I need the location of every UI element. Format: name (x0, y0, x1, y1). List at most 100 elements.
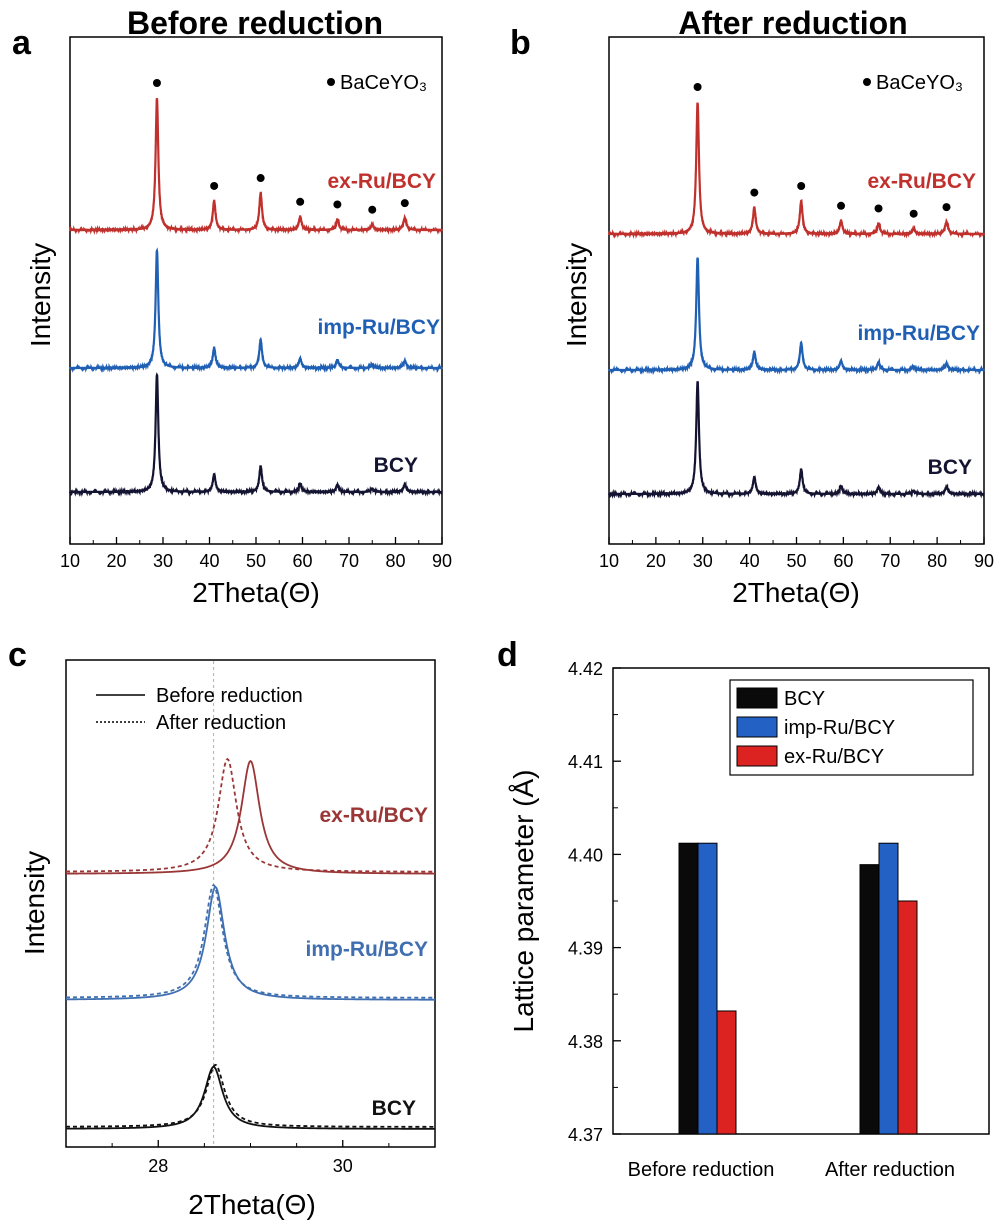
panel-a-markers (152, 79, 409, 214)
b-curve-BCY (607, 381, 985, 500)
a-peak-marker-1 (210, 181, 219, 190)
panel-b-label-ex: ex-Ru/BCY (867, 170, 976, 193)
panel-d-ylabel: Lattice parameter (Å) (508, 770, 539, 1033)
c-curve-c_bcy-before (66, 1065, 436, 1130)
panel-b-x-ticks: 10 20 30 40 50 60 70 80 90 (599, 537, 994, 571)
panel-d-bars (678, 842, 918, 1135)
panel-c-label-bcy: BCY (372, 1097, 416, 1120)
panel-a-marker-legend: BaCeYO₃ (340, 72, 427, 94)
panel-d-legend-swatch-ex (736, 745, 778, 767)
panel-a-title: Before reduction (127, 5, 383, 41)
panel-b-letter: b (510, 24, 531, 62)
b-xtick-label-1: 20 (646, 551, 666, 571)
d-category-label-0: Before reduction (628, 1159, 775, 1181)
panel-d-category-labels: Before reduction After reduction (628, 1159, 955, 1181)
a-xtick-label-0: 10 (60, 551, 80, 571)
a-curve-imp (68, 247, 443, 373)
d-bar-bar_imp-1 (878, 842, 899, 1135)
c-curve-c_imp-after (65, 883, 435, 999)
b-peak-marker-4 (874, 204, 883, 213)
b-peak-marker-6 (942, 203, 951, 212)
a-xtick-label-4: 50 (246, 551, 266, 571)
panel-d-y-ticks: 4.37 4.38 4.39 4.40 4.41 4.42 (568, 659, 621, 1145)
c-curve-c_imp-before (66, 885, 435, 1001)
a-xtick-label-3: 40 (199, 551, 219, 571)
a-xtick-label-7: 80 (385, 551, 405, 571)
a-xtick-label-8: 90 (432, 551, 452, 571)
d-bar-bar_ex-1 (897, 900, 918, 1135)
panel-b-marker-legend-dot (863, 78, 871, 86)
panel-c: c 28 30 Before reduction After reduction … (8, 636, 436, 1220)
panel-b: b After reduction 10 20 30 40 50 60 70 80 90 BaC… (510, 5, 994, 608)
panel-b-label-imp: imp-Ru/BCY (858, 322, 981, 345)
panel-d-legend-imp: imp-Ru/BCY (784, 717, 895, 739)
panel-b-xlabel: 2Theta(Θ) (732, 577, 860, 608)
a-xtick-label-2: 30 (153, 551, 173, 571)
d-bar-bar_bcy-1 (859, 864, 880, 1135)
a-xtick-label-5: 60 (292, 551, 312, 571)
b-peak-marker-1 (750, 188, 759, 197)
panel-b-marker-legend: BaCeYO₃ (876, 72, 963, 94)
panel-a-label-bcy: BCY (374, 454, 418, 477)
panel-b-markers (693, 83, 951, 218)
b-xtick-label-2: 30 (693, 551, 713, 571)
panel-a-ylabel: Intensity (25, 243, 56, 347)
d-bar-bar_ex-0 (716, 1010, 737, 1135)
panel-b-ylabel: Intensity (561, 243, 592, 347)
b-xtick-label-4: 50 (786, 551, 806, 571)
c-curve-c_ex-after (66, 757, 435, 873)
b-peak-marker-0 (693, 83, 702, 91)
d-ytick-label-0: 4.37 (568, 1125, 603, 1145)
panel-a-marker-legend-dot (327, 78, 335, 86)
b-peak-marker-5 (909, 209, 918, 218)
a-peak-marker-6 (400, 199, 409, 208)
b-xtick-label-7: 80 (927, 551, 947, 571)
a-peak-marker-3 (296, 197, 305, 206)
panel-c-label-imp: imp-Ru/BCY (306, 938, 429, 961)
panel-d-legend-swatch-imp (736, 716, 778, 738)
panel-c-curves (65, 757, 436, 1130)
panel-a-x-ticks: 10 20 30 40 50 60 70 80 90 (60, 537, 452, 571)
panel-c-x-ticks: 28 30 (111, 1140, 390, 1176)
b-xtick-label-6: 70 (880, 551, 900, 571)
panel-a-label-imp: imp-Ru/BCY (318, 316, 441, 339)
d-ytick-label-5: 4.42 (568, 659, 603, 679)
b-xtick-label-8: 90 (974, 551, 994, 571)
d-ytick-label-1: 4.38 (568, 1032, 603, 1052)
panel-c-xlabel: 2Theta(Θ) (188, 1189, 316, 1220)
panel-a-letter: a (12, 24, 32, 62)
d-category-label-1: After reduction (825, 1159, 955, 1181)
panel-a-curves (68, 98, 444, 498)
panel-c-legend-before: Before reduction (156, 685, 303, 707)
d-bar-bar_imp-0 (697, 842, 718, 1135)
c-xtick-label-1: 30 (333, 1156, 353, 1176)
panel-d: d 4.37 4.38 4.39 4.40 4.41 4.42 Before reduct… (497, 636, 990, 1181)
b-curve-imp (607, 257, 985, 375)
a-xtick-label-6: 70 (339, 551, 359, 571)
b-xtick-label-3: 40 (740, 551, 760, 571)
panel-c-ylabel: Intensity (19, 851, 50, 955)
panel-a-xlabel: 2Theta(Θ) (192, 577, 320, 608)
b-curve-ex (608, 102, 986, 239)
a-peak-marker-0 (152, 79, 161, 87)
a-curve-ex (68, 98, 444, 235)
panel-d-legend-ex: ex-Ru/BCY (784, 746, 884, 768)
panel-d-legend-swatch-bcy (736, 687, 778, 709)
panel-a-label-ex: ex-Ru/BCY (327, 170, 436, 193)
panel-d-letter: d (497, 636, 518, 674)
panel-b-curves (607, 102, 986, 500)
a-peak-marker-5 (368, 205, 377, 214)
b-peak-marker-3 (837, 201, 846, 210)
a-xtick-label-1: 20 (106, 551, 126, 571)
b-xtick-label-5: 60 (833, 551, 853, 571)
a-curve-BCY (68, 372, 443, 498)
d-ytick-label-2: 4.39 (568, 939, 603, 959)
panel-d-legend-bcy: BCY (784, 688, 825, 710)
b-xtick-label-0: 10 (599, 551, 619, 571)
panel-c-letter: c (8, 636, 27, 674)
c-xtick-label-0: 28 (148, 1156, 168, 1176)
d-ytick-label-4: 4.41 (568, 752, 603, 772)
d-ytick-label-3: 4.40 (568, 845, 603, 865)
c-curve-c_bcy-after (66, 1063, 435, 1128)
